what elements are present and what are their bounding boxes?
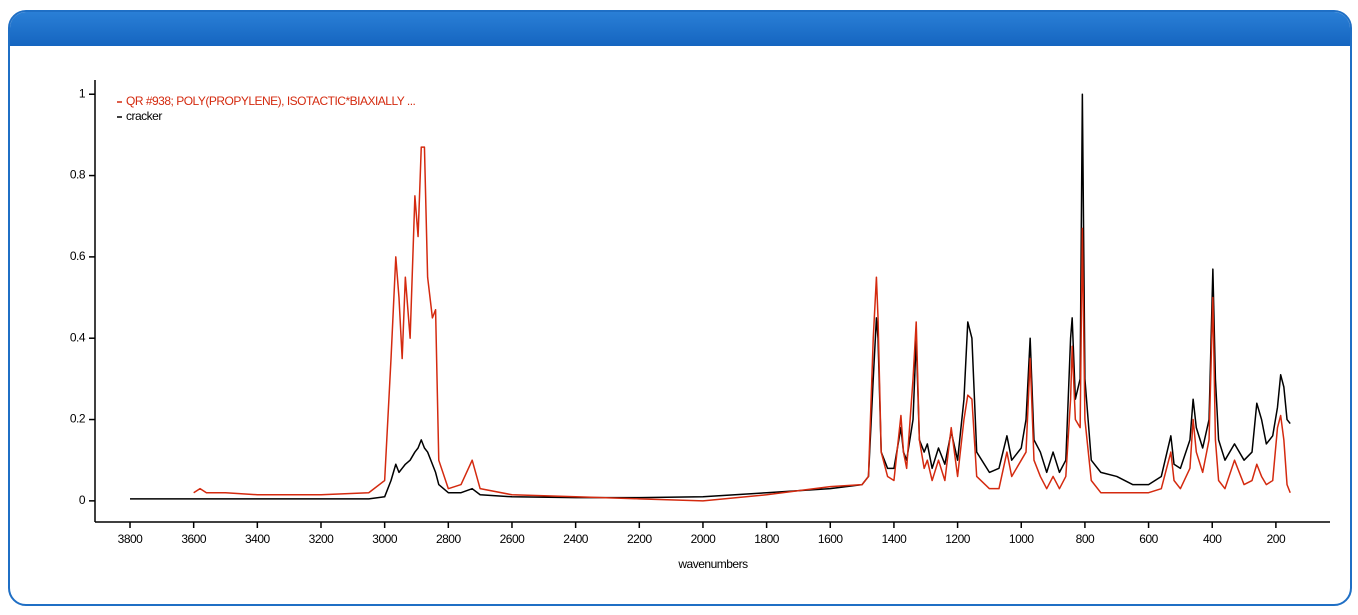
- y-tick-label: 0.2: [70, 412, 86, 426]
- x-tick-label: 3000: [372, 532, 398, 546]
- x-tick-label: 3200: [309, 532, 335, 546]
- x-tick-label: 3600: [181, 532, 207, 546]
- y-tick-label: 0.4: [70, 330, 86, 344]
- x-tick-label: 2200: [627, 532, 653, 546]
- x-tick-label: 2000: [691, 532, 717, 546]
- x-tick-label: 1200: [945, 532, 971, 546]
- panel: [8, 10, 1352, 606]
- series-line: [193, 146, 1291, 502]
- header-bar: [10, 12, 1350, 46]
- y-tick-label: 0: [79, 493, 86, 507]
- x-tick-label: 800: [1076, 532, 1095, 546]
- y-tick-label: 0.6: [70, 249, 86, 263]
- x-axis-label: wavenumbers: [677, 557, 748, 571]
- legend-label: QR #938; POLY(PROPYLENE), ISOTACTIC*BIAX…: [126, 94, 416, 108]
- x-tick-label: 2600: [500, 532, 526, 546]
- y-tick-label: 0.8: [70, 168, 86, 182]
- x-tick-label: 2400: [563, 532, 589, 546]
- x-tick-label: 1800: [754, 532, 780, 546]
- x-tick-label: 2800: [436, 532, 462, 546]
- x-tick-label: 600: [1139, 532, 1158, 546]
- series-line: [130, 93, 1291, 500]
- x-tick-label: 1600: [818, 532, 844, 546]
- x-tick-label: 400: [1203, 532, 1222, 546]
- x-tick-label: 1000: [1009, 532, 1035, 546]
- y-tick-label: 1: [79, 86, 86, 100]
- x-tick-label: 200: [1267, 532, 1286, 546]
- x-tick-label: 1400: [882, 532, 908, 546]
- legend-label: cracker: [126, 109, 162, 123]
- x-tick-label: 3400: [245, 532, 271, 546]
- x-tick-label: 3800: [118, 532, 144, 546]
